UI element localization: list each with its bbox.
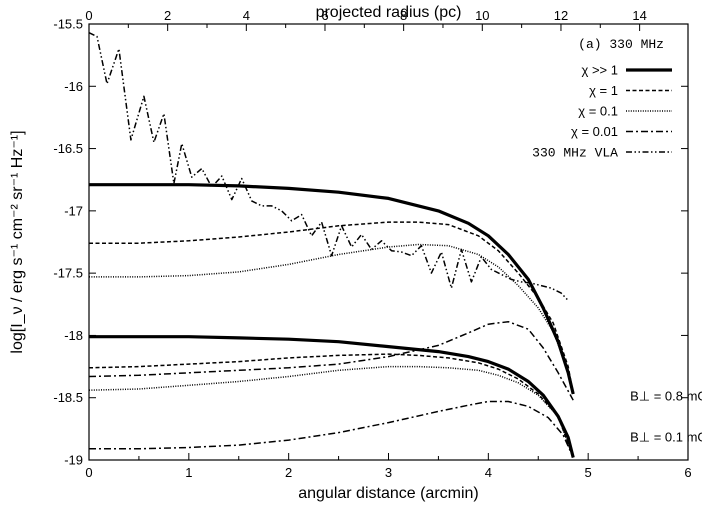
series-4-line-0 (88, 32, 569, 302)
x-tick-label: 4 (485, 465, 492, 480)
y-tick-label: -19 (64, 453, 83, 468)
text-layer: angular distance (arcmin) projected radi… (9, 4, 702, 502)
y-tick-label: -17.5 (53, 266, 83, 281)
series-2-line-1 (88, 365, 574, 458)
y-tick-label: -18 (64, 328, 83, 343)
top-axis-title: projected radius (pc) (316, 4, 462, 21)
top-tick-label: 12 (554, 8, 568, 23)
series-2-line-0 (89, 243, 574, 395)
x-tick-label: 2 (285, 465, 292, 480)
legend: χ >> 1 χ = 1 χ = 0.1 χ = 0.01 330 MHz VLA (532, 63, 672, 161)
top-tick-label: 4 (243, 8, 250, 23)
panel-label: (a) 330 MHz (578, 37, 664, 52)
top-tick-label: 2 (164, 8, 171, 23)
legend-label-2: χ = 0.1 (578, 104, 618, 119)
series-1-line-1 (88, 353, 574, 458)
top-tick-label: 10 (475, 8, 489, 23)
top-tick-label: 8 (400, 8, 407, 23)
series-3-line-0 (88, 320, 574, 401)
y-tick-label: -15.5 (53, 17, 83, 32)
annotation-b-0-8-mg: B⊥ = 0.8 mG (630, 388, 702, 403)
x-tick-label: 3 (385, 465, 392, 480)
series-0-line-0 (89, 183, 575, 395)
legend-label-4: 330 MHz VLA (532, 146, 618, 161)
y-tick-label: -16.5 (53, 141, 83, 156)
y-tick-label: -17 (64, 203, 83, 218)
top-tick-label: 14 (632, 8, 646, 23)
legend-label-1: χ = 1 (589, 83, 618, 98)
x-tick-label: 0 (85, 465, 92, 480)
y-axis-title: log[I_ν / erg s⁻¹ cm⁻² sr⁻¹ Hz⁻¹] (9, 130, 26, 353)
series-1-line-0 (89, 221, 574, 395)
series-3-line-1 (89, 400, 574, 458)
legend-label-3: χ = 0.01 (571, 124, 618, 139)
series-0-line-1 (89, 335, 575, 458)
y-tick-label: -16 (64, 79, 83, 94)
x-tick-label: 6 (684, 465, 691, 480)
y-tick-label: -18.5 (53, 390, 83, 405)
legend-label-0: χ >> 1 (582, 63, 618, 78)
annotation-b-0-1-mg: B⊥ = 0.1 mG (630, 430, 702, 445)
axes: 0 1 2 3 4 5 60 2 4 6 8 10 12 14-19-18.5-18-17.5-17-16… (53, 8, 691, 480)
top-tick-label: 0 (85, 8, 92, 23)
x-tick-label: 1 (185, 465, 192, 480)
series-layer (88, 32, 575, 458)
x-tick-label: 5 (585, 465, 592, 480)
top-tick-label: 6 (321, 8, 328, 23)
x-axis-title: angular distance (arcmin) (298, 485, 479, 502)
